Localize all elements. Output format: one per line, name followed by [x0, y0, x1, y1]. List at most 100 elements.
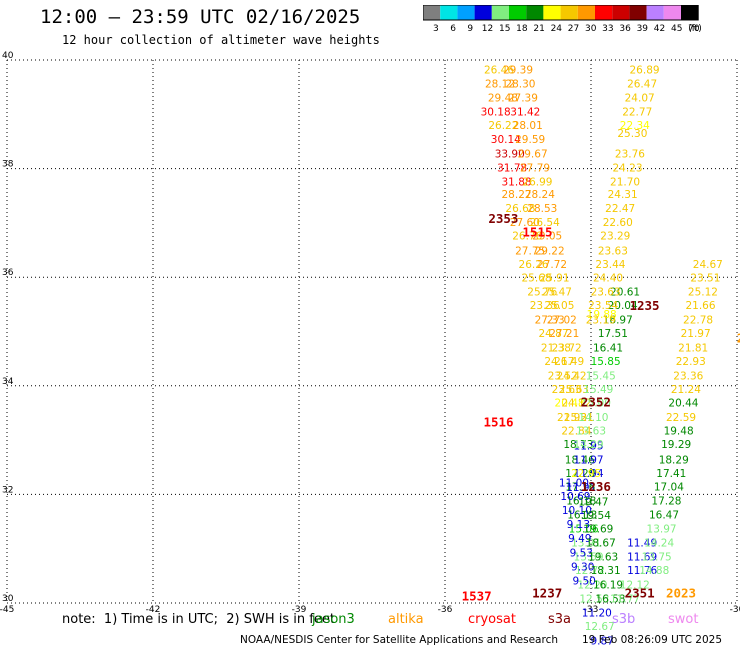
wave-height-point: 29.05 — [532, 231, 562, 243]
wave-height-point: 13.75 — [642, 552, 672, 564]
wave-height-point: 27.33 — [535, 314, 565, 326]
wave-height-point: 22.93 — [676, 356, 706, 368]
colorbar-swatch — [629, 5, 647, 20]
wave-height-point: 23.72 — [552, 343, 582, 355]
wave-height-point: 24.42 — [557, 370, 587, 382]
wave-height-point: 33.90 — [495, 149, 525, 161]
wave-height-point: 17.16 — [565, 482, 595, 494]
wave-height-point: 23.52 — [548, 370, 578, 382]
footer-note: note: 1) Time is in UTC; 2) SWH is in fe… — [62, 612, 335, 627]
wave-height-point: 11.94 — [574, 468, 604, 480]
wave-height-point: 27.75 — [515, 245, 545, 257]
wave-height-point: 17.41 — [656, 468, 686, 480]
wave-height-point: 26.76 — [512, 231, 542, 243]
wave-height-point: 23.76 — [615, 149, 645, 161]
wave-height-point: 26.49 — [554, 356, 584, 368]
y-tick-label: 32 — [2, 485, 13, 495]
wave-height-point: 21.66 — [685, 300, 715, 312]
wave-height-point: 25.30 — [617, 128, 647, 140]
wave-height-point: 31.78 — [497, 162, 527, 174]
wave-height-point: 19.48 — [664, 426, 694, 438]
wave-height-point: 16.47 — [649, 509, 679, 521]
wave-height-point: 16.58 — [595, 593, 625, 605]
wave-height-point: 16.97 — [603, 314, 633, 326]
legend-item-altika: altika — [388, 612, 424, 627]
wave-height-point: 23.29 — [600, 231, 630, 243]
wave-height-point: 29.39 — [503, 65, 533, 77]
chart-subtitle: 12 hour collection of altimeter wave hei… — [62, 33, 380, 47]
wave-height-point: 16.18 — [566, 496, 596, 508]
wave-height-point: 23.63 — [598, 245, 628, 257]
wave-height-point: 21.97 — [681, 328, 711, 340]
wave-height-point: 24.31 — [608, 189, 638, 201]
wave-height-point: 20.48 — [555, 397, 585, 409]
wave-height-point: 11.49 — [627, 538, 657, 550]
pass-time-label: 1516 — [483, 415, 513, 430]
colorbar-swatch — [543, 5, 561, 20]
wave-height-point: 11.91 — [566, 482, 596, 494]
colorbar-label: 39 — [637, 24, 649, 33]
chart-title: 12:00 – 23:59 UTC 02/16/2025 — [40, 6, 361, 28]
wave-height-point: 16.41 — [593, 343, 623, 355]
wave-height-point: 16.13 — [567, 509, 597, 521]
wave-height-point: 26.99 — [522, 176, 552, 188]
colorbar-swatch — [491, 5, 509, 20]
wave-height-point: 9.87 — [590, 635, 613, 647]
wave-height-point: 26.22 — [488, 120, 518, 132]
wave-height-point: 24.23 — [612, 162, 642, 174]
colorbar-label: 3 — [433, 24, 439, 33]
wave-height-point: 19.88 — [587, 309, 617, 321]
wave-height-point: 17.28 — [651, 496, 681, 508]
wave-height-point: 9.30 — [571, 561, 594, 573]
colorbar-label: 6 — [450, 24, 456, 33]
wave-height-point: 24.17 — [544, 356, 574, 368]
wave-height-point: 22.77 — [622, 106, 652, 118]
wave-height-point: 10.10 — [562, 505, 592, 517]
wave-height-point: 11.77 — [610, 593, 640, 605]
wave-height-point: 23.19 — [586, 314, 616, 326]
wave-height-point: 13.91 — [571, 538, 601, 550]
wave-height-point: 22.34 — [620, 120, 650, 132]
pass-time-label: 2351 — [625, 586, 655, 601]
legend-item-cryosat: cryosat — [468, 612, 516, 627]
y-tick-label: 40 — [2, 51, 14, 61]
colorbar-frame — [423, 5, 699, 21]
colorbar-label: 18 — [516, 24, 528, 33]
wave-height-point: 26.46 — [484, 65, 514, 77]
wave-height-point: 20.44 — [668, 397, 698, 409]
wave-height-point: 19.69 — [583, 523, 613, 535]
wave-height-point: 20.61 — [610, 287, 640, 299]
wave-height-point: 12.20 — [577, 579, 607, 591]
wave-height-point: 11.69 — [627, 552, 657, 564]
colorbar-swatch — [595, 5, 613, 20]
wave-height-point: 29.48 — [488, 92, 518, 104]
wave-height-point: 25.21 — [564, 412, 594, 424]
wave-height-point: 17.04 — [654, 482, 684, 494]
wave-height-point: 25.91 — [539, 273, 569, 285]
wave-height-point: 11.95 — [574, 440, 604, 452]
wave-height-point: 19.54 — [581, 510, 611, 522]
wave-height-point: 15.49 — [583, 384, 613, 396]
wave-height-point: 14.88 — [639, 565, 669, 577]
wave-height-point: 28.24 — [525, 189, 555, 201]
wave-height-point: 29.59 — [515, 134, 545, 146]
wave-height-point: 27.79 — [520, 162, 550, 174]
colorbar-label: 21 — [533, 24, 544, 33]
wave-height-point: 28.27 — [502, 189, 532, 201]
pass-time-label: 2353 — [488, 211, 518, 226]
wave-height-point: 26.89 — [630, 65, 660, 77]
colorbar-swatch — [681, 5, 699, 20]
wave-height-point: 11.00 — [559, 477, 589, 489]
wave-height-point: 12.67 — [585, 621, 615, 633]
wave-height-point: 14.24 — [644, 538, 674, 550]
wave-height-point: 16.19 — [593, 579, 623, 591]
wave-height-point: 26.26 — [519, 259, 549, 271]
wave-height-point: 11.76 — [627, 565, 657, 577]
credit-line: NOAA/NESDIS Center for Satellite Applica… — [240, 634, 558, 646]
wave-height-point: 24.67 — [693, 259, 723, 271]
wave-height-point: 22.95 — [571, 468, 601, 480]
wave-height-point: 18.46 — [565, 454, 595, 466]
wave-height-point: 24.07 — [625, 92, 655, 104]
colorbar-swatch — [646, 5, 664, 20]
wave-height-point: 25.12 — [688, 287, 718, 299]
